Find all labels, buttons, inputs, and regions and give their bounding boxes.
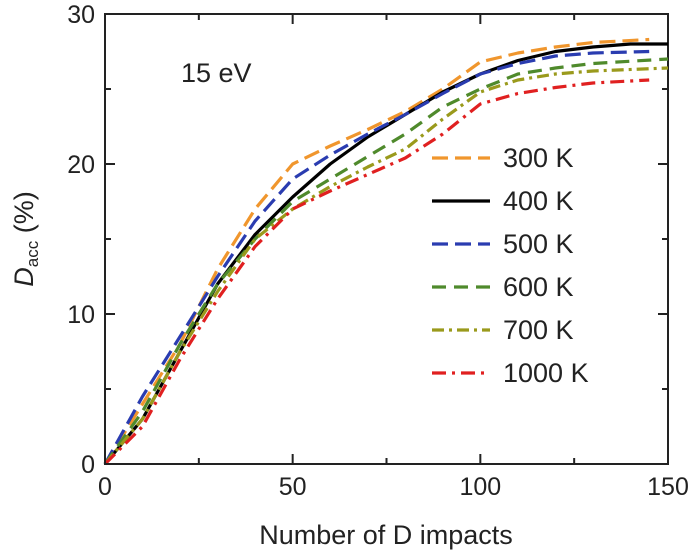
y-tick-label: 10: [67, 301, 95, 329]
series-line-1000-k: [103, 78, 650, 466]
x-tick-label: 100: [459, 473, 501, 501]
y-axis-title: Dacc (%): [9, 191, 42, 286]
y-tick-label: 30: [67, 1, 95, 29]
x-tick-label: 150: [647, 473, 689, 501]
y-axis-title-sub: acc: [23, 240, 42, 267]
annotation-label: 15 eV: [181, 58, 252, 88]
legend-label-700-k: 700 K: [503, 315, 574, 345]
series-layer: [103, 37, 669, 466]
y-axis-title-main: D: [9, 267, 39, 287]
legend-label-300-k: 300 K: [503, 143, 574, 173]
tick-layer: 0 50 100 150 0 10 20 30: [67, 1, 689, 501]
legend-label-400-k: 400 K: [503, 186, 574, 216]
series-line-500-k: [103, 49, 650, 465]
series-line-700-k: [103, 66, 669, 466]
y-axis-title-unit: (%): [9, 191, 39, 241]
series-line-600-k: [103, 57, 669, 465]
y-tick-label: 0: [81, 451, 95, 479]
x-axis-title: Number of D impacts: [259, 520, 513, 550]
series-line-400-k: [103, 42, 668, 466]
legend-label-1000-k: 1000 K: [503, 358, 589, 388]
legend-label-600-k: 600 K: [503, 272, 574, 302]
x-tick-label: 50: [279, 473, 307, 501]
y-tick-label: 20: [67, 151, 95, 179]
x-tick-label: 0: [98, 473, 112, 501]
legend-label-500-k: 500 K: [503, 229, 574, 259]
legend: 300 K 400 K 500 K 600 K 700 K 1000 K: [432, 143, 589, 388]
